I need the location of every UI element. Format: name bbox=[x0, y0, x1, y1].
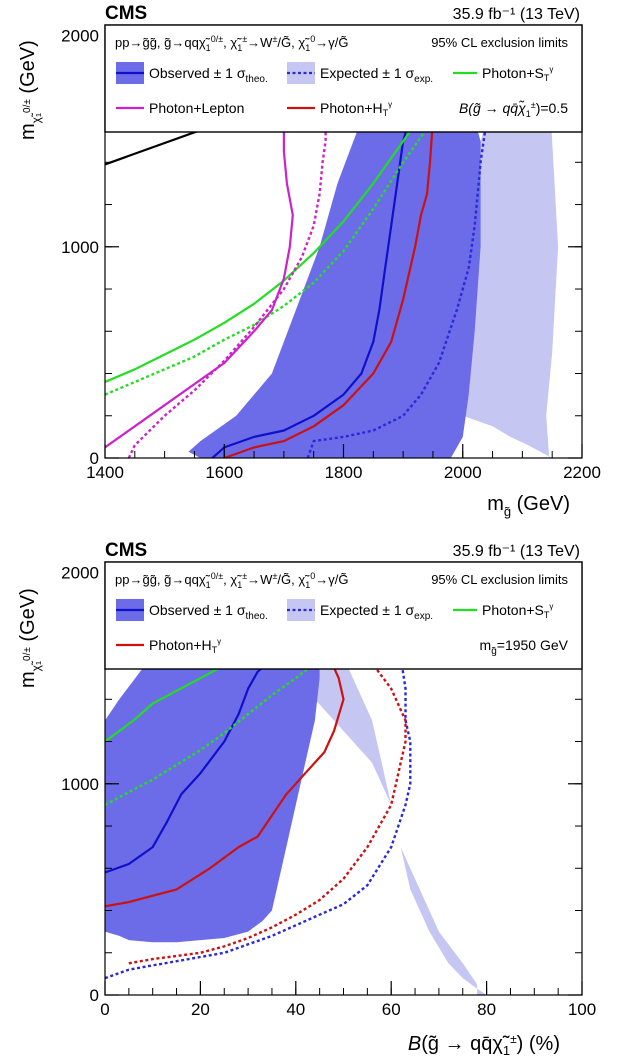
top-lumi-label: 35.9 fb⁻¹ (13 TeV) bbox=[453, 6, 580, 23]
top-x-tick-label: 1600 bbox=[205, 463, 243, 482]
bottom-x-tick-label: 60 bbox=[382, 1000, 401, 1019]
bottom-x-axis-label: B(g̃ → qq̄χ̃1±) (%) bbox=[408, 1032, 560, 1058]
top-series-photon-lepton-exp bbox=[127, 83, 336, 458]
bottom-y-tick-label: 1000 bbox=[61, 775, 99, 794]
top-x-tick-label: 1400 bbox=[86, 463, 124, 482]
bottom-x-tick-label: 0 bbox=[100, 1000, 109, 1019]
top-x-axis-label: mg̃ (GeV) bbox=[487, 493, 570, 519]
top-x-tick-label: 2200 bbox=[563, 463, 601, 482]
top-series-obs-band bbox=[188, 56, 481, 458]
top-axes: 1400 1600 1800 2000 2200 0 1000 2000 bbox=[61, 27, 601, 482]
top-series-expected bbox=[306, 35, 500, 458]
top-y-tick-label: 2000 bbox=[61, 27, 99, 46]
bottom-legend-box bbox=[104, 561, 583, 670]
top-chart: 1400 1600 1800 2000 2200 0 1000 2000 CMS 35.9 f… bbox=[17, 3, 601, 519]
top-y-axis-label: mχ̃₁0/± (GeV) bbox=[17, 40, 43, 140]
top-y-tick-label: 1000 bbox=[61, 238, 99, 257]
top-series-exp-band bbox=[307, 25, 559, 458]
top-legend-condition: B(g̃ → qq̄χ̃1±)=0.5 bbox=[459, 100, 568, 119]
top-y-tick-label: 0 bbox=[90, 449, 99, 468]
bottom-cms-label: CMS bbox=[105, 540, 147, 561]
bottom-series-obs-band bbox=[105, 587, 320, 943]
top-legend-cl: 95% CL exclusion limits bbox=[431, 35, 568, 50]
bottom-y-axis-label: mχ̃₁0/± (GeV) bbox=[17, 588, 43, 688]
top-legend-expected: Expected ± 1 σexp. bbox=[320, 65, 433, 85]
bottom-y-tick-label: 0 bbox=[90, 986, 99, 1005]
top-legend-process: pp→g̃g̃, g̃→qqχ̃10/±, χ̃1±→W±/G̃, χ̃10→γ… bbox=[115, 34, 348, 53]
bottom-legend-photon-ht: Photon+HTγ bbox=[149, 637, 221, 655]
bottom-x-tick-label: 40 bbox=[286, 1000, 305, 1019]
bottom-legend-expected: Expected ± 1 σexp. bbox=[320, 602, 433, 622]
bottom-series-expected bbox=[105, 586, 431, 980]
top-cms-label: CMS bbox=[105, 3, 147, 24]
bottom-lumi-label: 35.9 fb⁻¹ (13 TeV) bbox=[453, 543, 580, 560]
top-legend-observed: Observed ± 1 σtheo. bbox=[149, 65, 268, 85]
top-legend: pp→g̃g̃, g̃→qqχ̃10/±, χ̃1±→W±/G̃, χ̃10→γ… bbox=[104, 24, 583, 133]
bottom-legend-observed: Observed ± 1 σtheo. bbox=[149, 602, 268, 622]
top-x-tick-label: 1800 bbox=[325, 463, 363, 482]
top-legend-box bbox=[104, 24, 583, 133]
top-legend-photon-lepton: Photon+Lepton bbox=[149, 100, 244, 116]
bottom-x-tick-label: 80 bbox=[477, 1000, 496, 1019]
bottom-y-tick-label: 2000 bbox=[61, 564, 99, 583]
top-legend-photon-ht: Photon+HTγ bbox=[320, 100, 392, 118]
bottom-legend-condition: mg̃=1950 GeV bbox=[480, 637, 569, 657]
bottom-x-tick-label: 20 bbox=[191, 1000, 210, 1019]
top-legend-photon-st: Photon+STγ bbox=[482, 65, 553, 83]
bottom-x-tick-label: 100 bbox=[568, 1000, 596, 1019]
top-x-tick-label: 2000 bbox=[444, 463, 482, 482]
bottom-legend-photon-st: Photon+STγ bbox=[482, 602, 553, 620]
bottom-legend: pp→g̃g̃, g̃→qqχ̃10/±, χ̃1±→W±/G̃, χ̃10→γ… bbox=[104, 561, 583, 670]
bottom-legend-cl: 95% CL exclusion limits bbox=[431, 572, 568, 587]
